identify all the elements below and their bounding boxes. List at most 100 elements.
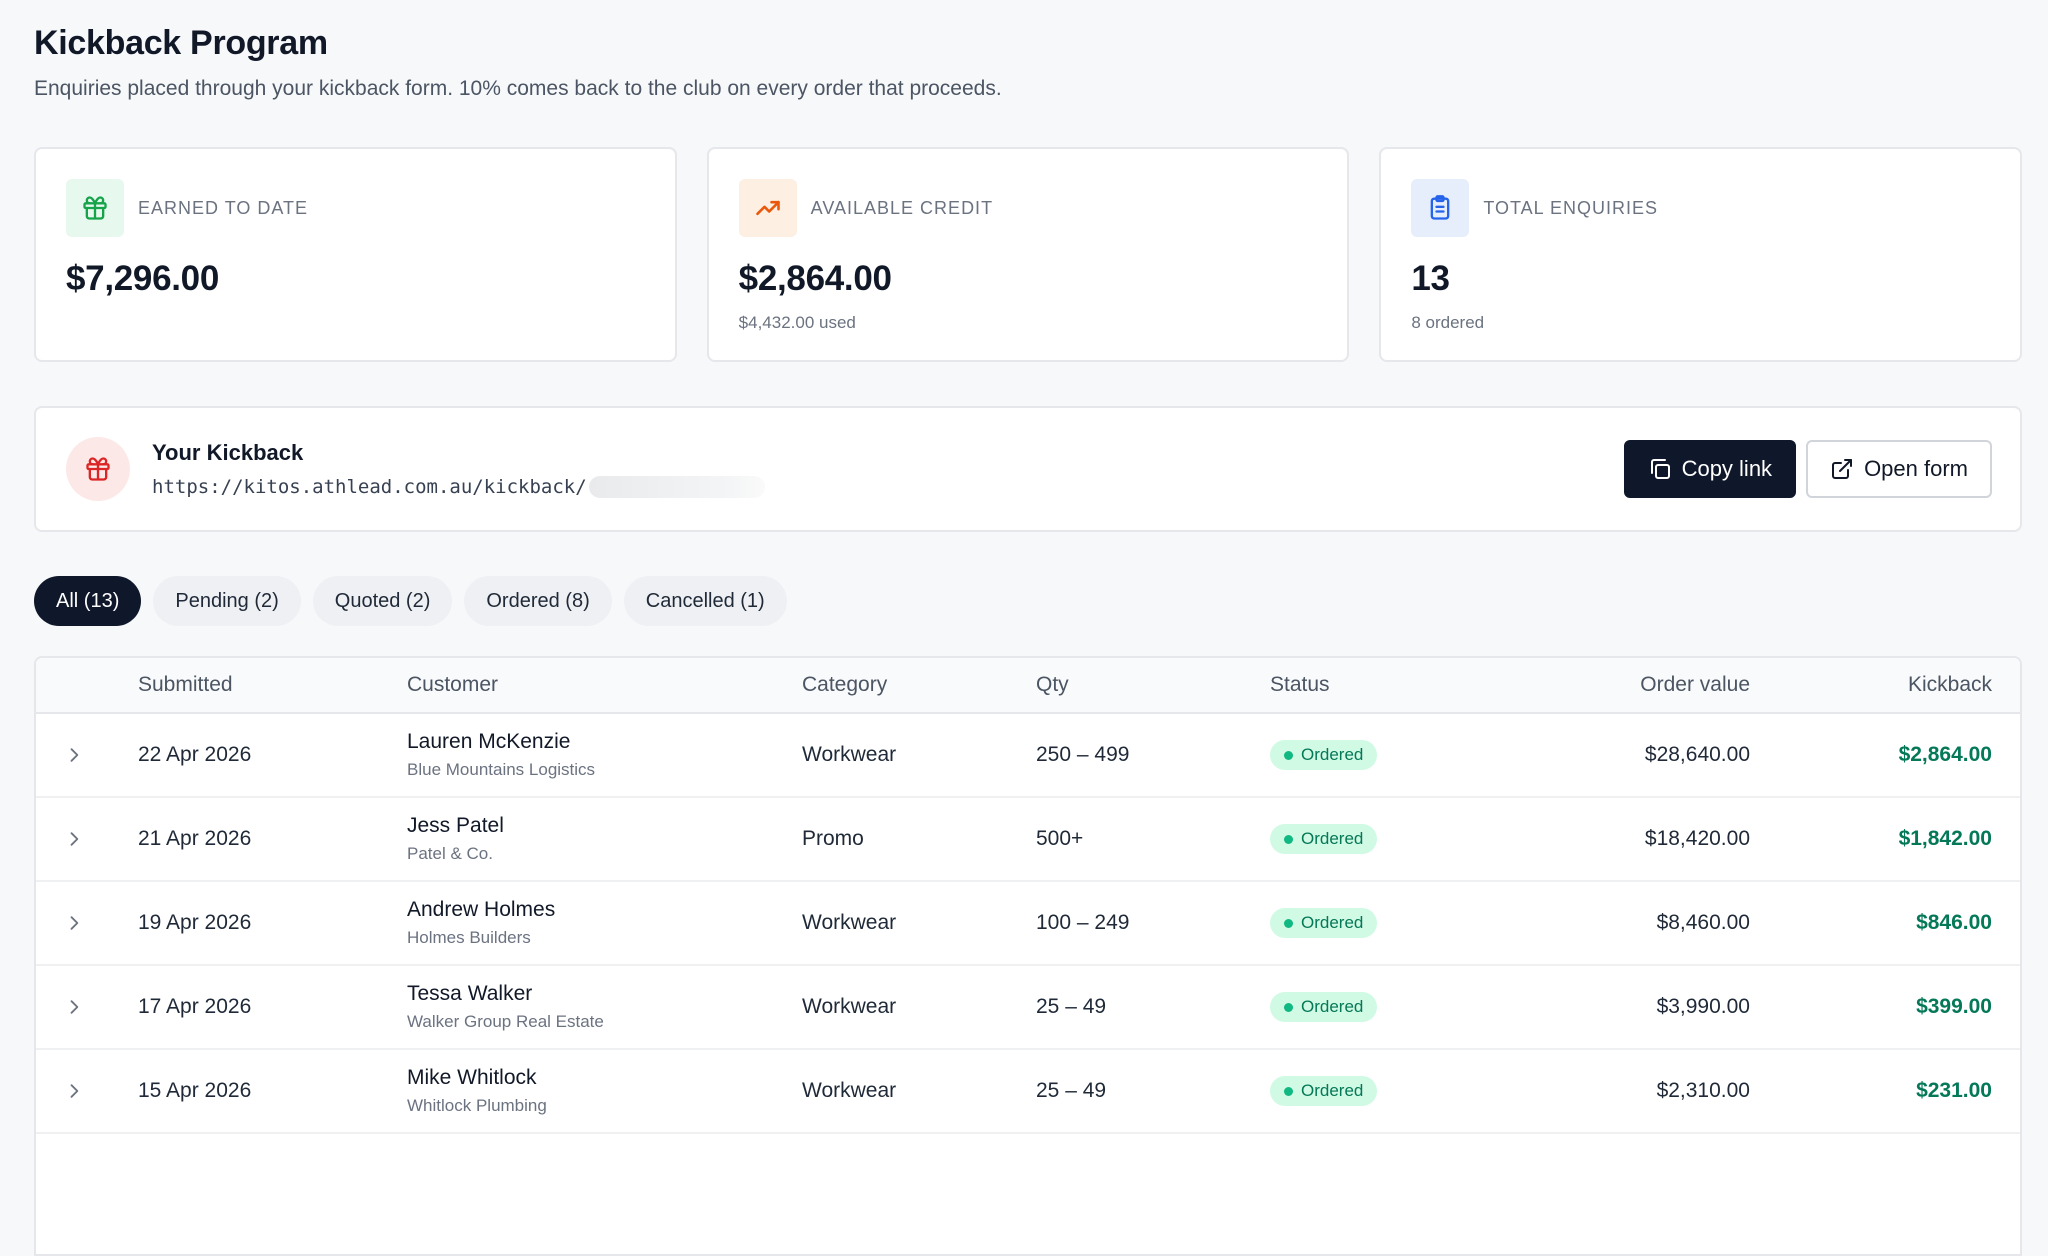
kickback-amount: $399.00: [1916, 995, 1992, 1018]
chevron-right-icon[interactable]: [64, 798, 84, 880]
column-header-status[interactable]: Status: [1270, 673, 1330, 696]
column-header-category[interactable]: Category: [802, 673, 888, 696]
status-dot-icon: [1284, 750, 1293, 760]
open-form-button[interactable]: Open form: [1806, 440, 1992, 498]
table-row[interactable]: 22 Apr 2026 Lauren McKenzie Blue Mountai…: [36, 714, 2020, 798]
order-value: $3,990.00: [1656, 995, 1750, 1018]
copy-icon: [1650, 459, 1670, 479]
status-cell: Ordered: [1270, 714, 1378, 796]
gift-icon: [66, 437, 130, 501]
filter-ordered[interactable]: Ordered (8): [464, 576, 612, 626]
status-badge: Ordered: [1270, 908, 1378, 938]
column-header-customer[interactable]: Customer: [407, 673, 499, 696]
page-title: Kickback Program: [34, 24, 328, 62]
kickback-amount: $2,864.00: [1898, 743, 1992, 766]
submitted-date: 17 Apr 2026: [138, 995, 252, 1018]
gift-icon: [66, 179, 124, 237]
chevron-right-icon[interactable]: [64, 1050, 84, 1132]
status-dot-icon: [1284, 918, 1293, 928]
stat-label: AVAILABLE CREDIT: [810, 197, 994, 218]
status-badge: Ordered: [1270, 824, 1378, 854]
status-cell: Ordered: [1270, 966, 1378, 1048]
chevron-right-icon[interactable]: [64, 966, 84, 1048]
status-dot-icon: [1284, 1002, 1293, 1012]
customer-company: Holmes Builders: [407, 928, 531, 947]
customer-name: Andrew Holmes: [407, 898, 556, 921]
kickback-amount: $231.00: [1916, 1079, 1992, 1102]
stats-row: EARNED TO DATE $7,296.00 AVAILABLE CREDI…: [34, 147, 2023, 362]
customer-company: Patel & Co.: [407, 844, 493, 863]
status-text: Ordered: [1301, 1081, 1364, 1100]
table-row[interactable]: 21 Apr 2026 Jess Patel Patel & Co. Promo…: [36, 798, 2020, 882]
customer-name: Tessa Walker: [407, 982, 533, 1005]
stat-label: TOTAL ENQUIRIES: [1483, 197, 1659, 218]
stat-card-credit: AVAILABLE CREDIT $2,864.00 $4,432.00 use…: [706, 147, 1350, 362]
trending-up-icon: [738, 179, 797, 237]
customer-company: Whitlock Plumbing: [407, 1096, 547, 1115]
column-header-order-value[interactable]: Order value: [1640, 673, 1750, 696]
status-filter-tabs: All (13) Pending (2) Quoted (2) Ordered …: [34, 576, 2022, 626]
status-text: Ordered: [1301, 745, 1364, 764]
category: Promo: [802, 827, 864, 850]
status-text: Ordered: [1301, 913, 1364, 932]
stat-value: $2,864.00: [738, 259, 892, 298]
column-header-qty[interactable]: Qty: [1036, 673, 1069, 696]
page-subtitle: Enquiries placed through your kickback f…: [34, 77, 1002, 100]
open-form-label: Open form: [1864, 456, 1968, 481]
submitted-date: 15 Apr 2026: [138, 1079, 252, 1102]
redacted-url-segment: [588, 476, 765, 498]
quantity: 500+: [1036, 827, 1084, 850]
quantity: 25 – 49: [1036, 1079, 1107, 1102]
quantity: 100 – 249: [1036, 911, 1130, 934]
customer-name: Jess Patel: [407, 814, 504, 837]
customer-name: Lauren McKenzie: [407, 730, 571, 753]
customer-cell: Tessa Walker Walker Group Real Estate: [407, 966, 604, 1048]
chevron-right-icon[interactable]: [64, 714, 84, 796]
order-value: $18,420.00: [1644, 827, 1750, 850]
customer-company: Walker Group Real Estate: [407, 1012, 604, 1031]
column-header-kickback[interactable]: Kickback: [1907, 673, 1992, 696]
status-cell: Ordered: [1270, 1050, 1378, 1132]
table-row[interactable]: 19 Apr 2026 Andrew Holmes Holmes Builder…: [36, 882, 2020, 966]
kickback-url-text: https://kitos.athlead.com.au/kickback/: [152, 476, 587, 498]
page: Kickback Program Enquiries placed throug…: [34, 24, 2023, 1256]
status-cell: Ordered: [1270, 798, 1378, 880]
customer-company: Blue Mountains Logistics: [407, 760, 596, 779]
filter-pending[interactable]: Pending (2): [153, 576, 301, 626]
customer-cell: Mike Whitlock Whitlock Plumbing: [407, 1050, 547, 1132]
copy-link-label: Copy link: [1681, 456, 1773, 481]
status-dot-icon: [1284, 834, 1293, 844]
category: Workwear: [802, 743, 897, 766]
table-header: Submitted Customer Category Qty Status O…: [36, 658, 2020, 714]
kickback-link-panel: Your Kickback https://kitos.athlead.com.…: [34, 406, 2022, 532]
enquiries-table: Submitted Customer Category Qty Status O…: [34, 656, 2022, 1256]
status-badge: Ordered: [1270, 992, 1378, 1022]
stat-value: $7,296.00: [66, 259, 220, 298]
submitted-date: 21 Apr 2026: [138, 827, 252, 850]
status-cell: Ordered: [1270, 882, 1378, 964]
filter-all[interactable]: All (13): [34, 576, 142, 626]
column-header-submitted[interactable]: Submitted: [138, 673, 233, 696]
customer-cell: Lauren McKenzie Blue Mountains Logistics: [407, 714, 595, 796]
chevron-right-icon[interactable]: [64, 882, 84, 964]
stat-card-earned: EARNED TO DATE $7,296.00: [34, 147, 677, 362]
kickback-title: Your Kickback: [152, 440, 304, 465]
status-badge: Ordered: [1270, 1076, 1378, 1106]
category: Workwear: [802, 1079, 897, 1102]
stat-label: EARNED TO DATE: [138, 197, 309, 218]
filter-cancelled[interactable]: Cancelled (1): [623, 576, 787, 626]
copy-link-button[interactable]: Copy link: [1623, 440, 1797, 498]
status-text: Ordered: [1301, 829, 1364, 848]
submitted-date: 22 Apr 2026: [138, 743, 252, 766]
quantity: 250 – 499: [1036, 743, 1130, 766]
quantity: 25 – 49: [1036, 995, 1107, 1018]
table-row[interactable]: 15 Apr 2026 Mike Whitlock Whitlock Plumb…: [36, 1050, 2020, 1134]
filter-quoted[interactable]: Quoted (2): [312, 576, 453, 626]
stat-sub: $4,432.00 used: [738, 313, 856, 332]
kickback-amount: $846.00: [1916, 911, 1992, 934]
category: Workwear: [802, 995, 897, 1018]
table-row[interactable]: 17 Apr 2026 Tessa Walker Walker Group Re…: [36, 966, 2020, 1050]
customer-cell: Jess Patel Patel & Co.: [407, 798, 504, 880]
status-text: Ordered: [1301, 997, 1364, 1016]
customer-cell: Andrew Holmes Holmes Builders: [407, 882, 555, 964]
